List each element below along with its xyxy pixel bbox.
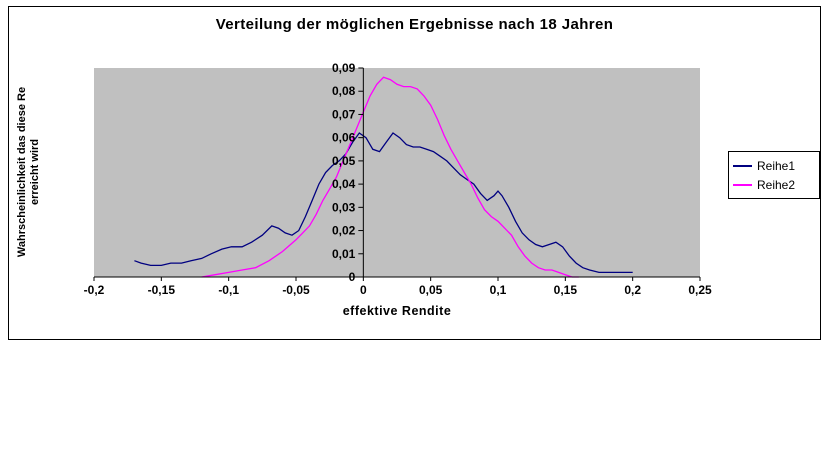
legend: Reihe1 Reihe2 xyxy=(728,151,820,199)
legend-label-reihe1: Reihe1 xyxy=(757,158,796,173)
x-tick-label: 0,25 xyxy=(688,283,712,297)
y-tick-label: 0,05 xyxy=(332,154,356,168)
y-tick-label: 0,07 xyxy=(332,107,356,121)
x-tick-label: 0,05 xyxy=(419,283,443,297)
legend-label-reihe2: Reihe2 xyxy=(757,177,796,192)
x-tick-label: -0,05 xyxy=(282,283,310,297)
y-tick-label: 0 xyxy=(349,270,356,284)
x-tick-label: 0,15 xyxy=(554,283,578,297)
x-tick-label: -0,2 xyxy=(84,283,105,297)
x-tick-label: 0,2 xyxy=(624,283,641,297)
series-line-reihe2 xyxy=(201,76,579,278)
x-tick-label: 0 xyxy=(360,283,367,297)
legend-item-reihe1: Reihe1 xyxy=(733,156,817,175)
y-tick-label: 0,09 xyxy=(332,61,356,75)
chart-title: Verteilung der möglichen Ergebnisse nach… xyxy=(215,16,614,33)
x-axis-title: effektive Rendite xyxy=(342,304,452,318)
plot-area xyxy=(94,68,700,277)
y-tick-label: 0,02 xyxy=(332,224,356,238)
x-tick-label: -0,1 xyxy=(218,283,239,297)
legend-marker-reihe2 xyxy=(733,183,752,186)
x-tick-label: 0,1 xyxy=(490,283,507,297)
x-tick-label: -0,15 xyxy=(148,283,176,297)
series-line-reihe1 xyxy=(134,132,633,274)
y-tick-label: 0,01 xyxy=(332,247,356,261)
legend-marker-reihe1 xyxy=(733,164,752,167)
y-tick-label: 0,08 xyxy=(332,84,356,98)
y-tick-label: 0,04 xyxy=(332,177,356,191)
legend-item-reihe2: Reihe2 xyxy=(733,175,817,194)
y-tick-label: 0,06 xyxy=(332,131,356,145)
y-tick-label: 0,03 xyxy=(332,200,356,214)
